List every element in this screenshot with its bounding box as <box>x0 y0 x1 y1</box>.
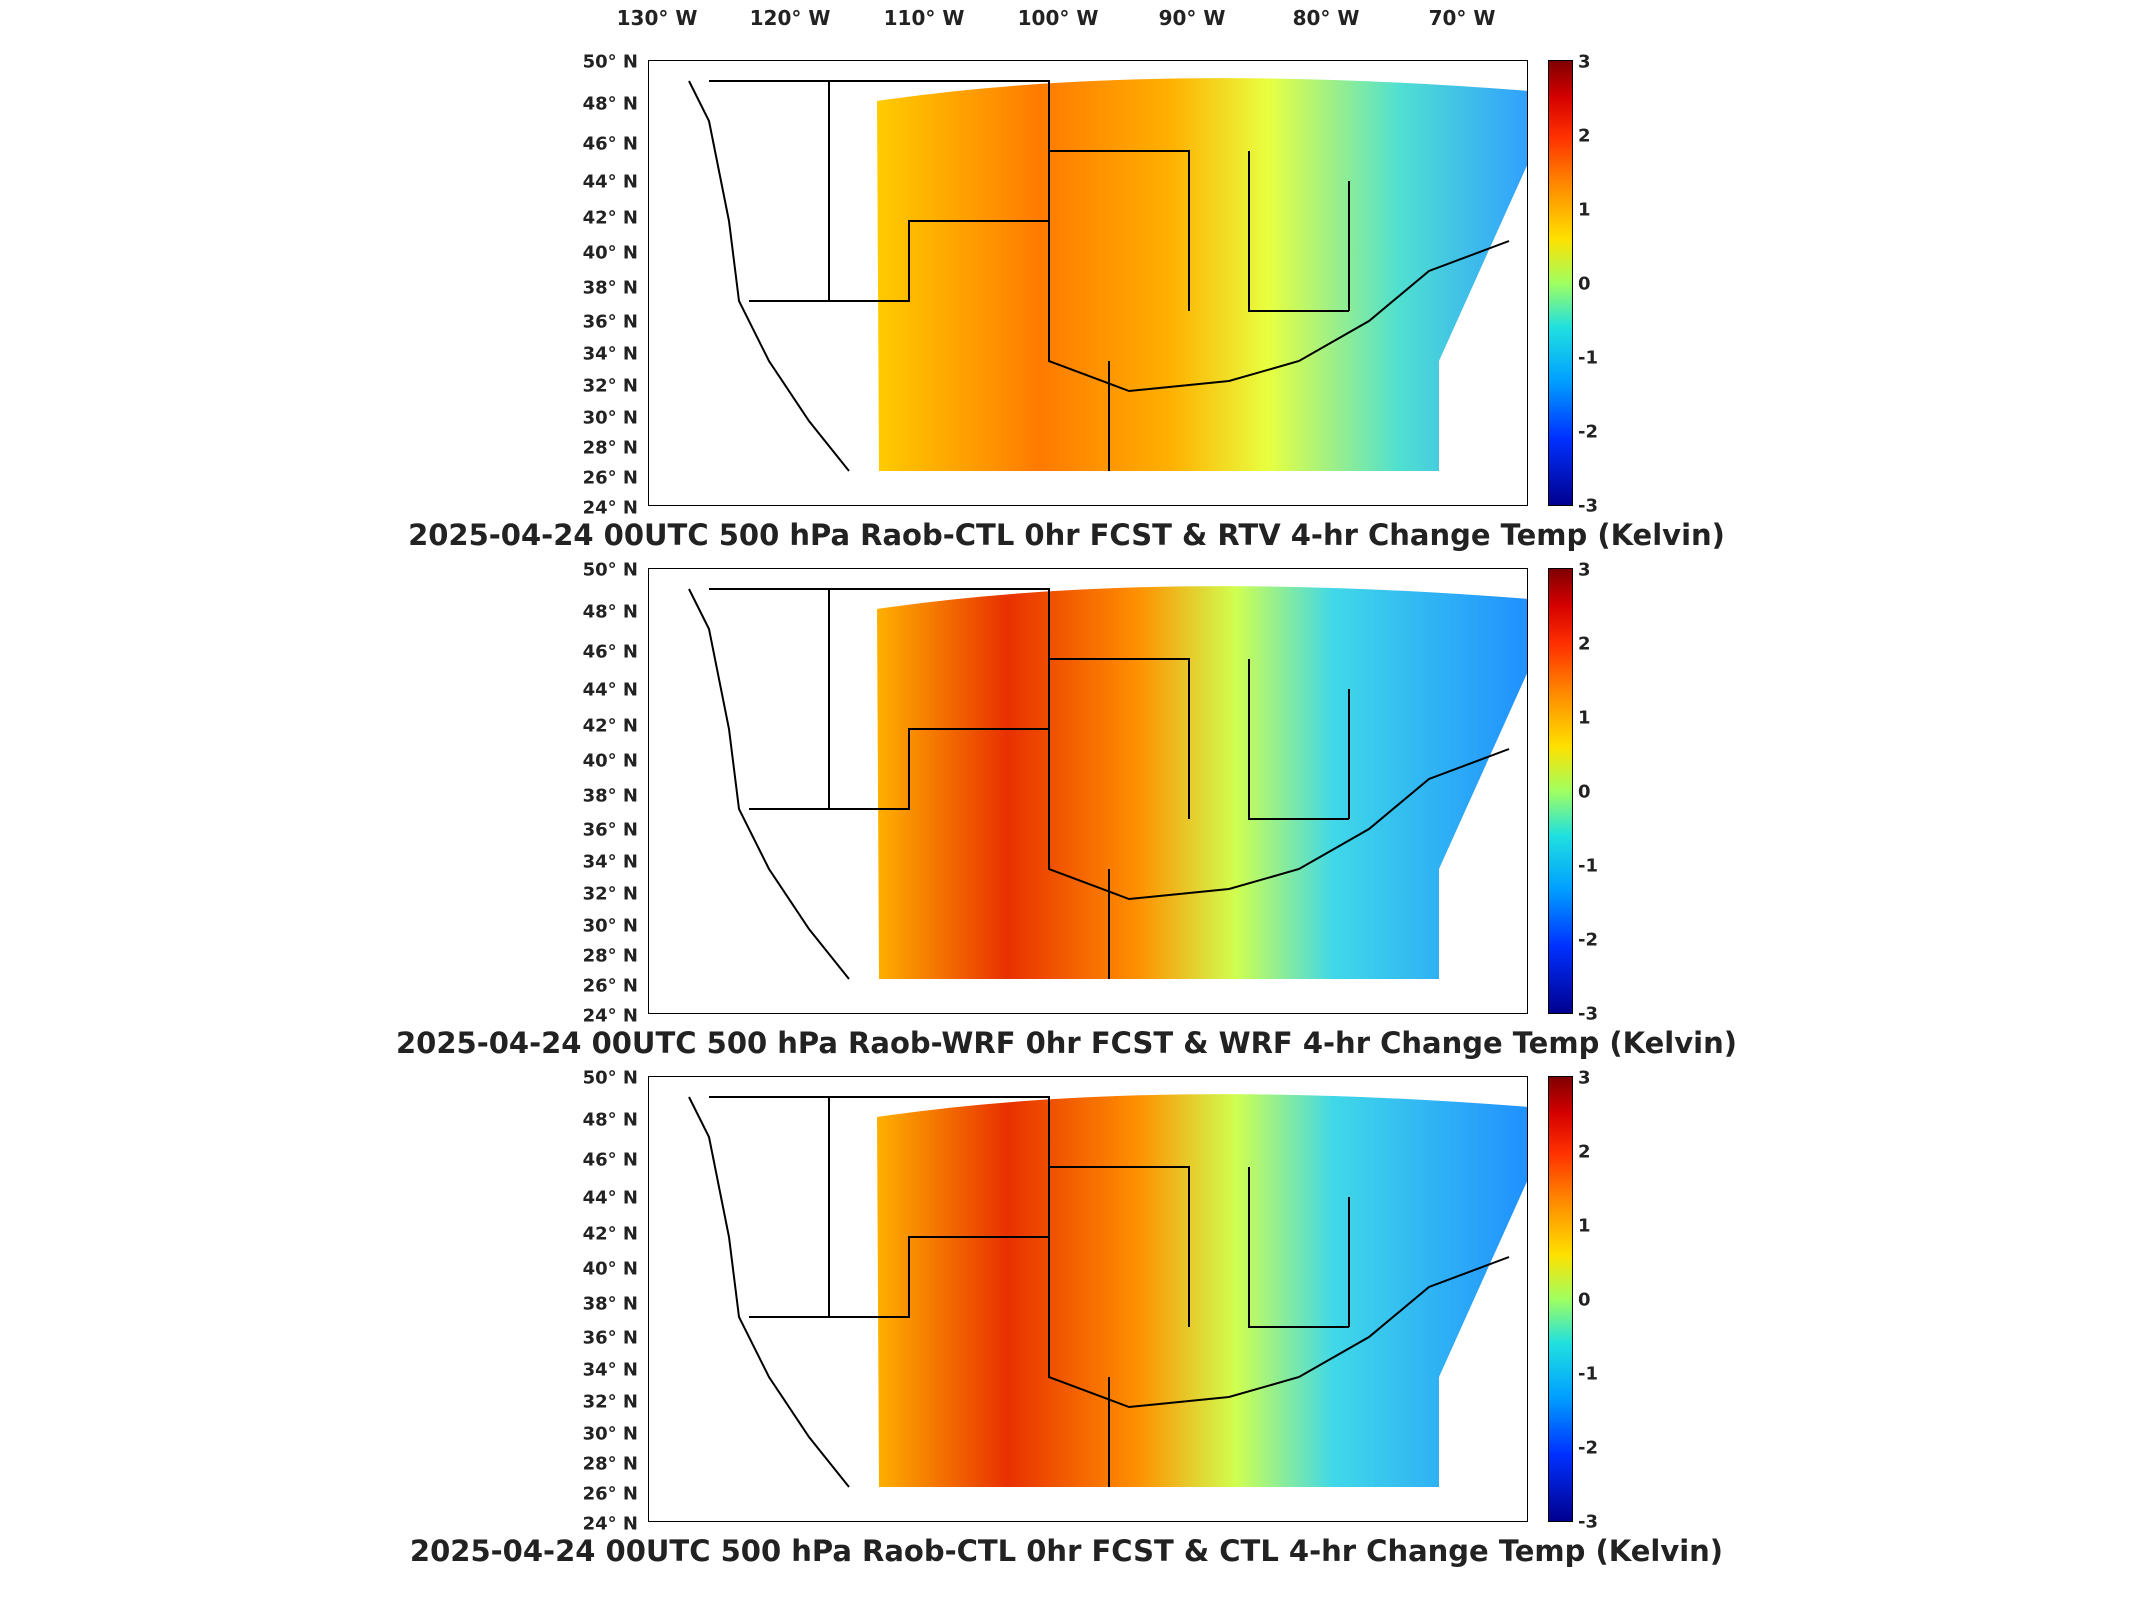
map-svg <box>688 1094 1527 1488</box>
colorbar-tick: -1 <box>1578 347 1598 369</box>
lat-label: 44° N <box>582 1187 638 1209</box>
lat-label: 46° N <box>582 641 638 663</box>
colorbar-tick: 2 <box>1578 125 1591 147</box>
colorbar-tick: -3 <box>1578 495 1598 517</box>
colorbar-tick: 2 <box>1578 1141 1591 1163</box>
colorbar-tick: 3 <box>1578 51 1591 73</box>
lat-label: 40° N <box>582 750 638 772</box>
state-boundaries <box>688 80 1510 472</box>
lat-label: 24° N <box>582 1513 638 1535</box>
colorbar <box>1548 1076 1573 1522</box>
lat-label: 42° N <box>582 1223 638 1245</box>
lat-label: 28° N <box>582 945 638 967</box>
lat-label: 26° N <box>582 975 638 997</box>
lon-label: 110° W <box>883 6 965 30</box>
colorbar-tick: -1 <box>1578 1363 1598 1385</box>
colorbar-tick: -2 <box>1578 421 1598 443</box>
lat-label: 48° N <box>582 93 638 115</box>
lat-label: 48° N <box>582 1109 638 1131</box>
lat-label: 40° N <box>582 242 638 264</box>
colorbar-tick: -1 <box>1578 855 1598 877</box>
temperature-change-map <box>648 568 1528 1014</box>
colorbar-tick: 3 <box>1578 1067 1591 1089</box>
colorbar <box>1548 568 1573 1014</box>
lat-label: 50° N <box>582 559 638 581</box>
colorbar-tick: -3 <box>1578 1003 1598 1025</box>
lat-label: 38° N <box>582 785 638 807</box>
lat-label: 34° N <box>582 1359 638 1381</box>
lon-label: 100° W <box>1017 6 1099 30</box>
map-svg <box>688 586 1527 980</box>
lat-label: 32° N <box>582 375 638 397</box>
lat-label: 30° N <box>582 1423 638 1445</box>
colorbar-tick: 1 <box>1578 707 1591 729</box>
data-field <box>877 78 1527 471</box>
lon-label: 80° W <box>1292 6 1360 30</box>
colorbar <box>1548 60 1573 506</box>
colorbar-tick: 2 <box>1578 633 1591 655</box>
lat-label: 24° N <box>582 1005 638 1027</box>
colorbar-tick: 1 <box>1578 199 1591 221</box>
lat-label: 48° N <box>582 601 638 623</box>
longitude-axis: 130° W 120° W 110° W 100° W 90° W 80° W … <box>0 0 2133 40</box>
lon-label: 70° W <box>1428 6 1496 30</box>
lat-label: 46° N <box>582 133 638 155</box>
lat-label: 32° N <box>582 883 638 905</box>
lat-label: 34° N <box>582 851 638 873</box>
lat-label: 36° N <box>582 1327 638 1349</box>
lon-label: 90° W <box>1158 6 1226 30</box>
lon-label: 130° W <box>616 6 698 30</box>
lon-label: 120° W <box>749 6 831 30</box>
lat-label: 26° N <box>582 467 638 489</box>
lat-label: 28° N <box>582 437 638 459</box>
colorbar-tick: 0 <box>1578 781 1591 803</box>
state-boundaries <box>688 588 1510 980</box>
lat-label: 38° N <box>582 277 638 299</box>
lat-label: 28° N <box>582 1453 638 1475</box>
lat-label: 36° N <box>582 819 638 841</box>
lat-label: 24° N <box>582 497 638 519</box>
lat-label: 50° N <box>582 1067 638 1089</box>
panel-title: 2025-04-24 00UTC 500 hPa Raob-CTL 0hr FC… <box>409 1534 1724 1568</box>
colorbar-tick: 3 <box>1578 559 1591 581</box>
colorbar-tick: -2 <box>1578 1437 1598 1459</box>
lat-label: 44° N <box>582 679 638 701</box>
lat-label: 26° N <box>582 1483 638 1505</box>
data-field <box>877 1094 1527 1487</box>
lat-label: 38° N <box>582 1293 638 1315</box>
lat-label: 50° N <box>582 51 638 73</box>
lat-label: 42° N <box>582 715 638 737</box>
data-field <box>877 586 1527 979</box>
lat-label: 42° N <box>582 207 638 229</box>
state-boundaries <box>688 1096 1510 1488</box>
map-svg <box>688 78 1527 472</box>
panel-title: 2025-04-24 00UTC 500 hPa Raob-WRF 0hr FC… <box>395 1026 1737 1060</box>
lat-label: 30° N <box>582 407 638 429</box>
lat-label: 36° N <box>582 311 638 333</box>
colorbar-tick: -3 <box>1578 1511 1598 1533</box>
lat-label: 44° N <box>582 171 638 193</box>
temperature-change-map <box>648 1076 1528 1522</box>
lat-label: 40° N <box>582 1258 638 1280</box>
temperature-change-map <box>648 60 1528 506</box>
lat-label: 46° N <box>582 1149 638 1171</box>
colorbar-tick: -2 <box>1578 929 1598 951</box>
lat-label: 32° N <box>582 1391 638 1413</box>
colorbar-tick: 0 <box>1578 1289 1591 1311</box>
lat-label: 34° N <box>582 343 638 365</box>
colorbar-tick: 1 <box>1578 1215 1591 1237</box>
colorbar-tick: 0 <box>1578 273 1591 295</box>
panel-title: 2025-04-24 00UTC 500 hPa Raob-CTL 0hr FC… <box>408 518 1725 552</box>
lat-label: 30° N <box>582 915 638 937</box>
